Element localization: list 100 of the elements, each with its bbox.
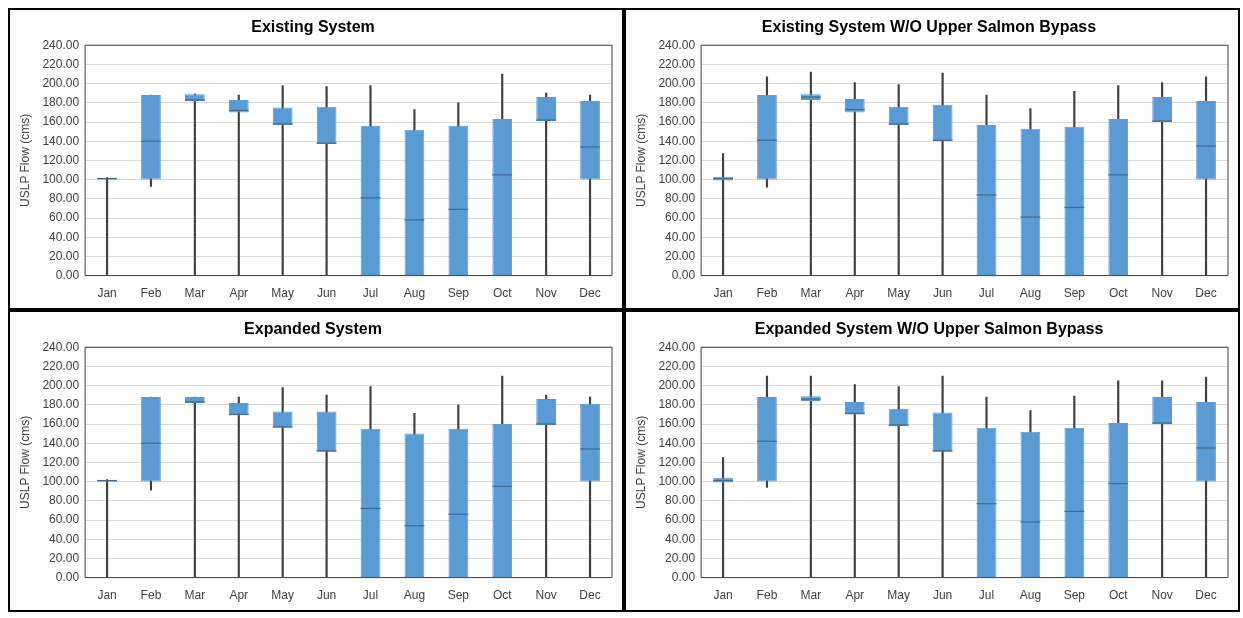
chart-title: Existing System — [251, 18, 375, 36]
y-tick-label: 100.00 — [42, 473, 80, 488]
x-tick-label: Dec — [1195, 286, 1217, 301]
y-tick-label: 100.00 — [658, 473, 696, 488]
y-tick-label: 100.00 — [658, 171, 696, 186]
y-axis-title: USLP Flow (cms) — [17, 415, 32, 509]
x-tick-label: Mar — [800, 286, 822, 301]
y-tick-label: 40.00 — [49, 229, 80, 244]
x-tick-label: Jun — [932, 588, 953, 603]
y-tick-label: 0.00 — [55, 569, 80, 584]
x-tick-label: May — [887, 286, 911, 301]
x-tick-label: Aug — [403, 588, 426, 603]
y-tick-label: 180.00 — [658, 397, 696, 412]
chart-title: Expanded System W/O Upper Salmon Bypass — [754, 320, 1104, 338]
y-tick-label: 140.00 — [42, 435, 80, 450]
y-axis-title: USLP Flow (cms) — [633, 113, 648, 207]
y-tick-label: 120.00 — [42, 454, 80, 469]
y-tick-label: 0.00 — [55, 267, 80, 282]
y-tick-label: 200.00 — [42, 75, 80, 90]
x-tick-label: Oct — [1108, 588, 1129, 603]
x-tick-label: Apr — [229, 588, 249, 603]
y-axis-title: USLP Flow (cms) — [17, 113, 32, 207]
y-tick-label: 240.00 — [42, 339, 80, 354]
y-tick-label: 40.00 — [665, 229, 696, 244]
y-tick-label: 0.00 — [671, 569, 696, 584]
x-tick-label: Nov — [535, 588, 557, 603]
x-tick-label: Mar — [184, 588, 206, 603]
y-tick-label: 200.00 — [658, 377, 696, 392]
x-tick-label: Jun — [932, 286, 953, 301]
x-tick-label: May — [887, 588, 911, 603]
y-tick-label: 220.00 — [42, 56, 80, 71]
y-tick-label: 20.00 — [49, 248, 80, 263]
y-tick-label: 60.00 — [49, 210, 80, 225]
y-tick-label: 20.00 — [49, 550, 80, 565]
y-tick-label: 80.00 — [49, 191, 80, 206]
x-tick-label: Nov — [1151, 286, 1173, 301]
y-tick-label: 120.00 — [42, 152, 80, 167]
y-tick-label: 220.00 — [658, 56, 696, 71]
y-tick-label: 100.00 — [42, 171, 80, 186]
x-tick-label: Jun — [316, 286, 337, 301]
x-tick-label: Oct — [1108, 286, 1129, 301]
x-tick-label: Sep — [1063, 286, 1086, 301]
x-tick-label: May — [271, 588, 295, 603]
x-tick-label: Sep — [447, 588, 470, 603]
y-tick-label: 20.00 — [665, 248, 696, 263]
y-tick-label: 120.00 — [658, 454, 696, 469]
chart-title: Expanded System — [244, 320, 382, 338]
x-tick-label: Sep — [447, 286, 470, 301]
y-tick-label: 220.00 — [658, 358, 696, 373]
x-tick-label: Jun — [316, 588, 337, 603]
x-tick-label: Apr — [845, 286, 865, 301]
x-tick-label: Dec — [1195, 588, 1217, 603]
y-tick-label: 200.00 — [658, 75, 696, 90]
y-tick-label: 200.00 — [42, 377, 80, 392]
y-tick-label: 160.00 — [42, 416, 80, 431]
x-tick-label: Feb — [756, 286, 778, 301]
x-tick-label: Sep — [1063, 588, 1086, 603]
y-tick-label: 80.00 — [665, 493, 696, 508]
y-tick-label: 160.00 — [658, 416, 696, 431]
x-tick-label: Jul — [362, 588, 379, 603]
x-tick-label: Feb — [140, 588, 162, 603]
x-tick-label: Dec — [579, 286, 601, 301]
y-tick-label: 40.00 — [49, 531, 80, 546]
y-tick-label: 60.00 — [665, 512, 696, 527]
y-tick-label: 0.00 — [671, 267, 696, 282]
y-tick-label: 120.00 — [658, 152, 696, 167]
x-tick-label: Oct — [492, 286, 513, 301]
y-tick-label: 80.00 — [49, 493, 80, 508]
y-tick-label: 140.00 — [658, 133, 696, 148]
x-tick-label: Jul — [362, 286, 379, 301]
x-tick-label: Jan — [713, 286, 733, 301]
x-tick-label: Aug — [1019, 588, 1042, 603]
chart-title: Existing System W/O Upper Salmon Bypass — [761, 18, 1097, 36]
x-tick-label: Apr — [845, 588, 865, 603]
y-tick-label: 60.00 — [665, 210, 696, 225]
y-tick-label: 60.00 — [49, 512, 80, 527]
x-tick-label: Mar — [800, 588, 822, 603]
y-tick-label: 40.00 — [665, 531, 696, 546]
x-tick-label: Mar — [184, 286, 206, 301]
y-tick-label: 220.00 — [42, 358, 80, 373]
y-tick-label: 240.00 — [42, 37, 80, 52]
y-axis-title: USLP Flow (cms) — [633, 415, 648, 509]
x-tick-label: Jan — [97, 286, 117, 301]
x-tick-label: Apr — [229, 286, 249, 301]
x-tick-label: Jan — [97, 588, 117, 603]
x-tick-label: Dec — [579, 588, 601, 603]
x-tick-label: Nov — [1151, 588, 1173, 603]
x-tick-label: Feb — [756, 588, 778, 603]
y-tick-label: 180.00 — [42, 95, 80, 110]
y-tick-label: 180.00 — [658, 95, 696, 110]
y-tick-label: 240.00 — [658, 339, 696, 354]
x-tick-label: Oct — [492, 588, 513, 603]
y-tick-label: 80.00 — [665, 191, 696, 206]
y-tick-label: 160.00 — [42, 114, 80, 129]
y-tick-label: 160.00 — [658, 114, 696, 129]
x-tick-label: Jan — [713, 588, 733, 603]
y-tick-label: 140.00 — [658, 435, 696, 450]
y-tick-label: 180.00 — [42, 397, 80, 412]
x-tick-label: May — [271, 286, 295, 301]
x-tick-label: Aug — [403, 286, 426, 301]
